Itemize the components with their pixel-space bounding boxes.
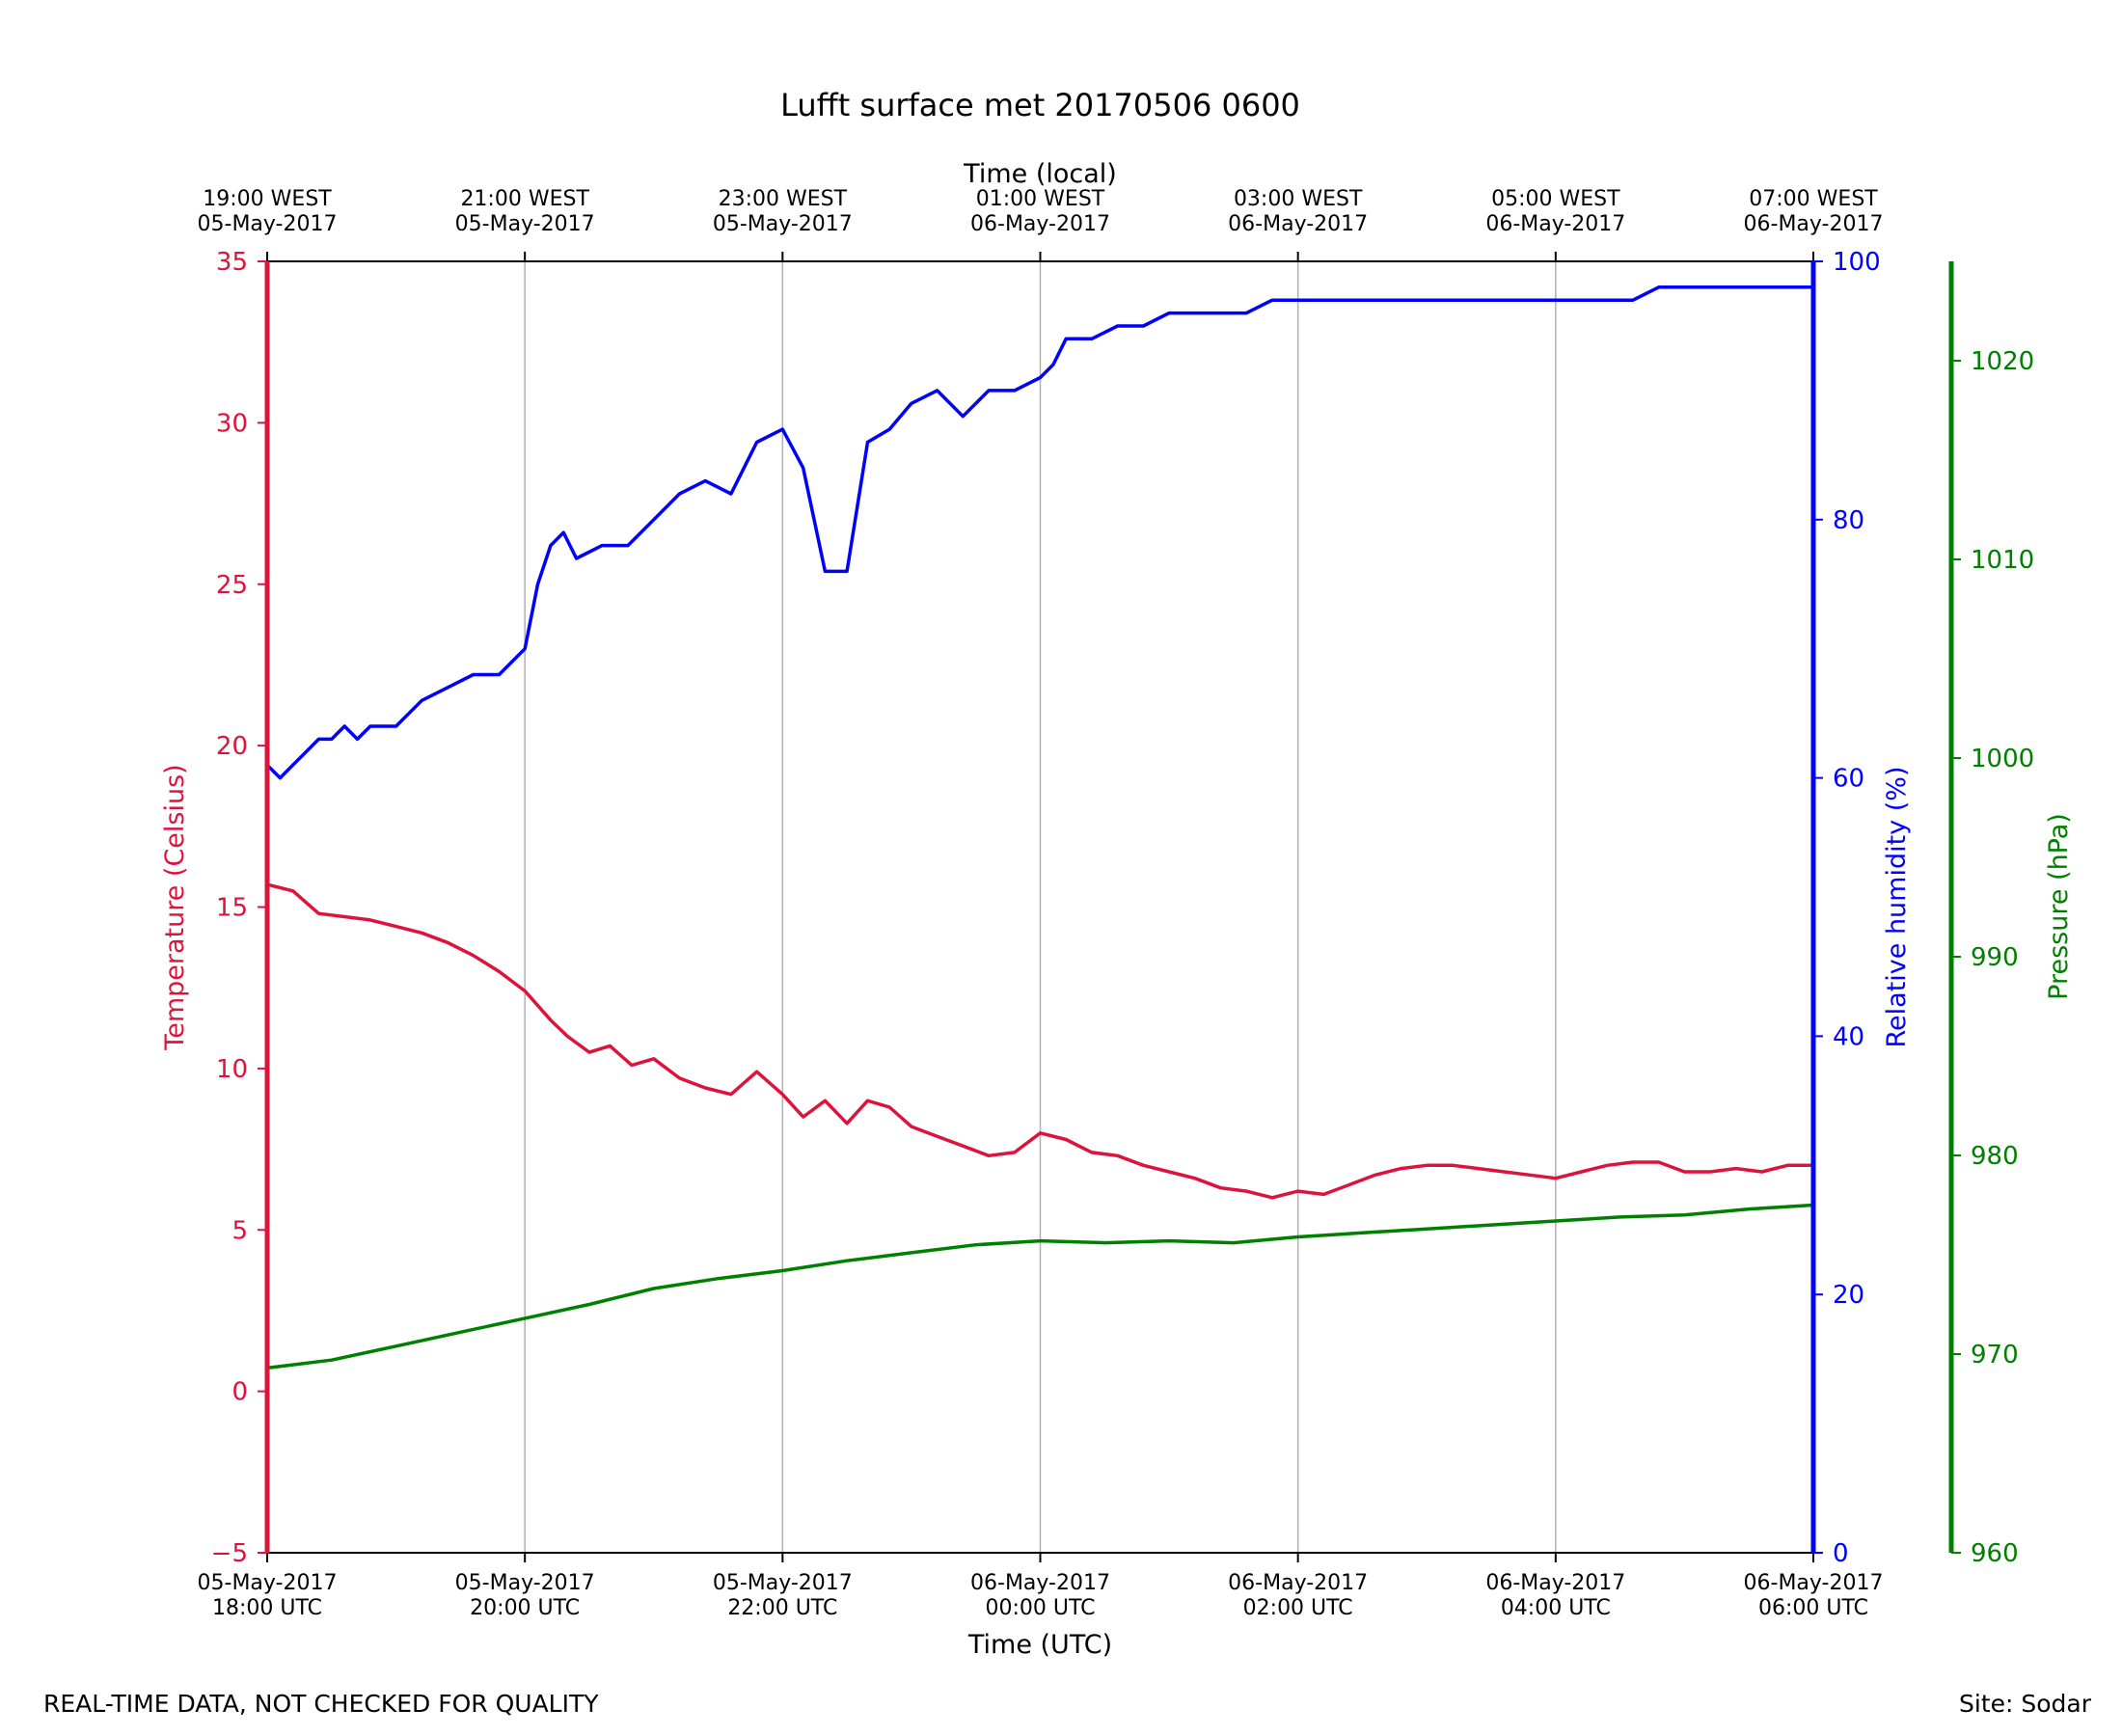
x-tick-label-bottom: 20:00 UTC — [470, 1596, 580, 1620]
temperature-axis-label: Temperature (Celsius) — [160, 764, 190, 1050]
x-tick-label-bottom: 06-May-2017 — [1228, 1571, 1368, 1595]
temperature-tick-label: 35 — [216, 248, 248, 277]
x-tick-label-bottom: 18:00 UTC — [212, 1596, 322, 1620]
x-tick-label-top: 06-May-2017 — [1228, 212, 1368, 236]
pressure-tick-label: 1010 — [1971, 546, 2034, 575]
x-tick-label-top: 21:00 WEST — [460, 187, 589, 211]
humidity-tick-label: 40 — [1833, 1022, 1864, 1051]
x-tick-label-top: 23:00 WEST — [719, 187, 848, 211]
x-tick-label-bottom: 22:00 UTC — [727, 1596, 837, 1620]
pressure-tick-label: 970 — [1971, 1341, 2019, 1370]
chart-title: Lufft surface met 20170506 0600 — [780, 87, 1300, 123]
x-tick-label-bottom: 05-May-2017 — [455, 1571, 595, 1595]
temperature-tick-label: −5 — [211, 1539, 248, 1568]
x-tick-label-top: 05-May-2017 — [455, 212, 595, 236]
temperature-tick-label: 5 — [231, 1216, 248, 1245]
series-layer — [265, 285, 1815, 1370]
pressure-tick-label: 990 — [1971, 943, 2019, 972]
x-tick-label-bottom: 05-May-2017 — [198, 1571, 338, 1595]
humidity-tick-label: 60 — [1833, 765, 1864, 794]
labels-layer: Lufft surface met 20170506 0600 05-May-20… — [160, 87, 2074, 1660]
axes-layer — [258, 252, 1961, 1562]
x-tick-label-bottom: 06-May-2017 — [1485, 1571, 1625, 1595]
x-tick-label-bottom: 00:00 UTC — [985, 1596, 1095, 1620]
pressure-axis-label: Pressure (hPa) — [2044, 813, 2074, 1000]
quality-disclaimer: REAL-TIME DATA, NOT CHECKED FOR QUALITY — [43, 1690, 599, 1718]
humidity-tick-label: 80 — [1833, 506, 1864, 535]
series-line-temperature — [265, 882, 1815, 1200]
temperature-tick-label: 25 — [216, 571, 248, 600]
site-label: Site: Sodar — [1959, 1690, 2091, 1718]
pressure-tick-label: 1020 — [1971, 347, 2034, 376]
humidity-tick-label: 20 — [1833, 1281, 1864, 1310]
pressure-tick-label: 1000 — [1971, 745, 2034, 773]
x-tick-label-bottom: 02:00 UTC — [1243, 1596, 1353, 1620]
humidity-tick-label: 100 — [1833, 248, 1881, 277]
x-tick-label-top: 19:00 WEST — [203, 187, 332, 211]
x-tick-label-top: 05:00 WEST — [1491, 187, 1620, 211]
x-tick-label-top: 03:00 WEST — [1234, 187, 1363, 211]
temperature-tick-label: 20 — [216, 732, 248, 761]
x-tick-label-bottom: 05-May-2017 — [713, 1571, 853, 1595]
x-tick-label-bottom: 06-May-2017 — [970, 1571, 1110, 1595]
x-tick-label-bottom: 04:00 UTC — [1501, 1596, 1611, 1620]
series-line-pressure — [265, 1203, 1815, 1370]
x-tick-label-top: 05-May-2017 — [713, 212, 853, 236]
grid-layer — [524, 261, 1557, 1553]
x-tick-label-bottom: 06:00 UTC — [1758, 1596, 1868, 1620]
temperature-tick-label: 15 — [216, 894, 248, 923]
x-axis-label: Time (UTC) — [967, 1630, 1112, 1660]
pressure-tick-label: 960 — [1971, 1539, 2019, 1568]
temperature-tick-label: 0 — [231, 1378, 248, 1407]
x-tick-label-top: 07:00 WEST — [1749, 187, 1878, 211]
pressure-tick-label: 980 — [1971, 1142, 2019, 1171]
x-tick-label-top: 05-May-2017 — [198, 212, 338, 236]
x-tick-label-bottom: 06-May-2017 — [1744, 1571, 1884, 1595]
x-axis-label-top: Time (local) — [963, 159, 1117, 189]
x-tick-label-top: 01:00 WEST — [976, 187, 1105, 211]
x-tick-label-top: 06-May-2017 — [970, 212, 1110, 236]
series-line-relative-humidity — [265, 285, 1815, 780]
temperature-tick-label: 10 — [216, 1055, 248, 1084]
x-tick-label-top: 06-May-2017 — [1485, 212, 1625, 236]
x-tick-label-top: 06-May-2017 — [1744, 212, 1884, 236]
temperature-tick-label: 30 — [216, 409, 248, 438]
humidity-tick-label: 0 — [1833, 1539, 1849, 1568]
humidity-axis-label: Relative humidity (%) — [1882, 766, 1912, 1047]
